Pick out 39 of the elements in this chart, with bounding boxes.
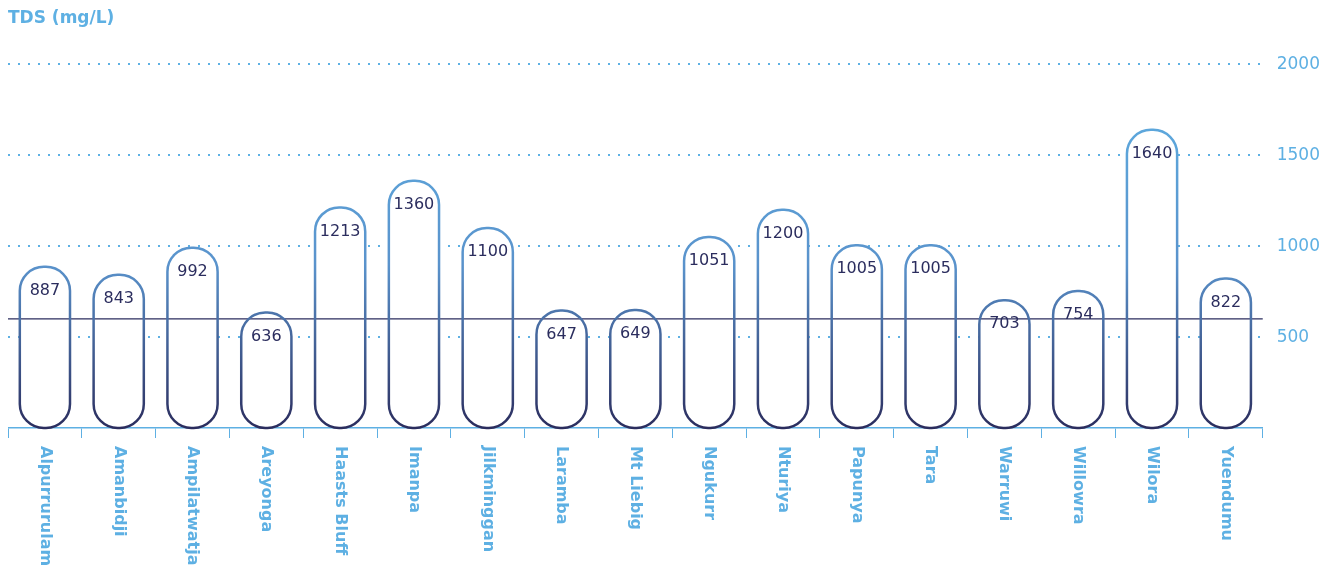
y-tick-label: 1500	[1276, 143, 1320, 164]
data-label: 703	[989, 313, 1020, 333]
x-tick-label: Alpurrurulam	[36, 446, 56, 567]
data-label: 1051	[688, 250, 730, 270]
data-label: 1100	[467, 241, 509, 261]
x-tick-label: Jilkminggan	[479, 445, 499, 553]
x-tick-label: Papunya	[848, 446, 868, 524]
x-tick-label: Laramba	[553, 446, 573, 525]
x-tick-label: Imanpa	[405, 446, 425, 514]
data-label: 843	[103, 287, 134, 307]
x-tick-label: Wilora	[1143, 446, 1163, 505]
x-tick-label: Ngukurr	[701, 446, 721, 521]
data-label: 647	[546, 323, 577, 343]
data-label: 1640	[1131, 143, 1173, 162]
data-label: 1200	[762, 223, 804, 242]
data-label: 754	[1062, 304, 1094, 324]
data-label: 887	[29, 279, 61, 299]
y-tick-label: 2000	[1276, 52, 1320, 73]
x-tick-label: Mt Liebig	[627, 446, 647, 531]
x-tick-label: Areyonga	[258, 446, 278, 533]
x-tick-label: Warruwi	[996, 446, 1016, 522]
x-tick-label: Amanbidji	[110, 446, 130, 537]
x-tick-label: Yuendumu	[1217, 445, 1237, 541]
data-label: 1360	[393, 193, 435, 213]
chart-title: TDS (mg/L)	[8, 6, 115, 27]
data-label: 1005	[836, 258, 878, 278]
data-label: 992	[177, 260, 208, 280]
x-tick-label: Nturiya	[774, 446, 794, 514]
y-tick-label: 1000	[1276, 234, 1320, 255]
data-label: 1213	[319, 220, 361, 240]
x-tick-label: Tara	[922, 446, 942, 485]
data-label: 649	[620, 323, 651, 343]
y-tick-label: 500	[1276, 325, 1310, 346]
x-tick-label: Haasts Bluff	[331, 446, 351, 557]
x-tick-label: Willowra	[1070, 446, 1090, 525]
data-label: 822	[1210, 291, 1242, 311]
x-tick-label: Ampilatwatja	[184, 446, 204, 566]
data-label: 1005	[910, 258, 951, 278]
data-label: 636	[251, 325, 282, 345]
